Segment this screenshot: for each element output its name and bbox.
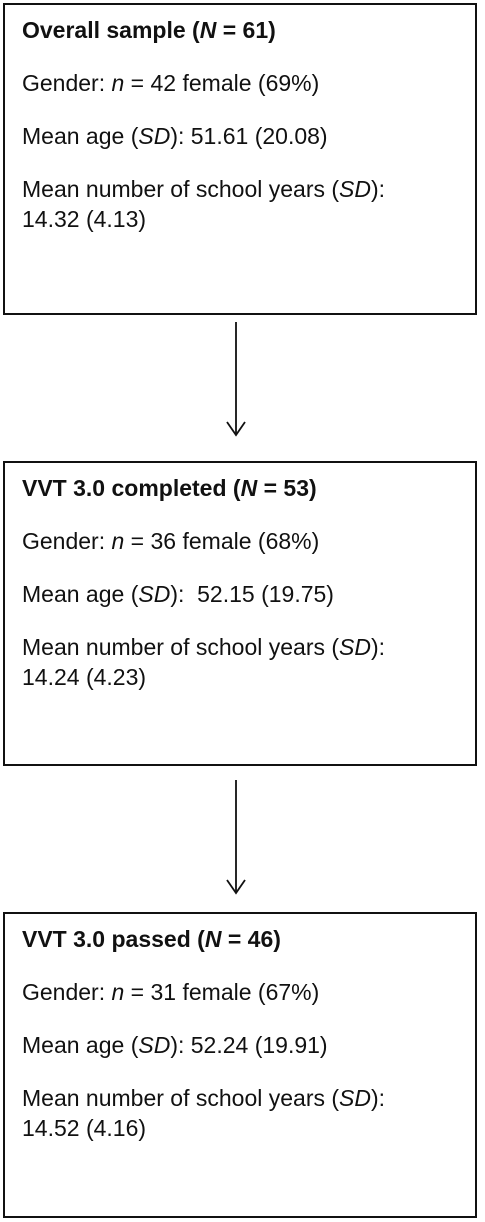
overall-age-line: Mean age (SD): 51.61 (20.08) [22, 123, 328, 149]
vvt-passed-box: VVT 3.0 passed (N = 46) Gender: n = 31 f… [3, 912, 477, 1218]
passed-school-years-value: 14.52 (4.16) [22, 1115, 147, 1141]
overall-school-years-value: 14.32 (4.13) [22, 206, 147, 232]
completed-age-line: Mean age (SD): 52.15 (19.75) [22, 581, 334, 607]
passed-age-line: Mean age (SD): 52.24 (19.91) [22, 1032, 328, 1058]
vvt-completed-title: VVT 3.0 completed (N = 53) [22, 475, 317, 501]
vvt-completed-box: VVT 3.0 completed (N = 53) Gender: n = 3… [3, 461, 477, 766]
down-arrow-1 [226, 322, 246, 437]
completed-gender-line: Gender: n = 36 female (68%) [22, 528, 320, 554]
completed-school-years-line: Mean number of school years (SD): 14.24 (… [22, 634, 386, 690]
completed-school-years-value: 14.24 (4.23) [22, 664, 147, 690]
overall-sample-title: Overall sample (N = 61) [22, 17, 276, 43]
passed-gender-line: Gender: n = 31 female (67%) [22, 979, 320, 1005]
overall-school-years-line: Mean number of school years (SD): 14.32 (… [22, 176, 386, 232]
passed-school-years-line: Mean number of school years (SD): 14.52 (… [22, 1085, 386, 1141]
vvt-passed-title: VVT 3.0 passed (N = 46) [22, 926, 281, 952]
down-arrow-2 [226, 780, 246, 895]
overall-gender-line: Gender: n = 42 female (69%) [22, 70, 320, 96]
overall-sample-box: Overall sample (N = 61) Gender: n = 42 f… [3, 3, 477, 315]
